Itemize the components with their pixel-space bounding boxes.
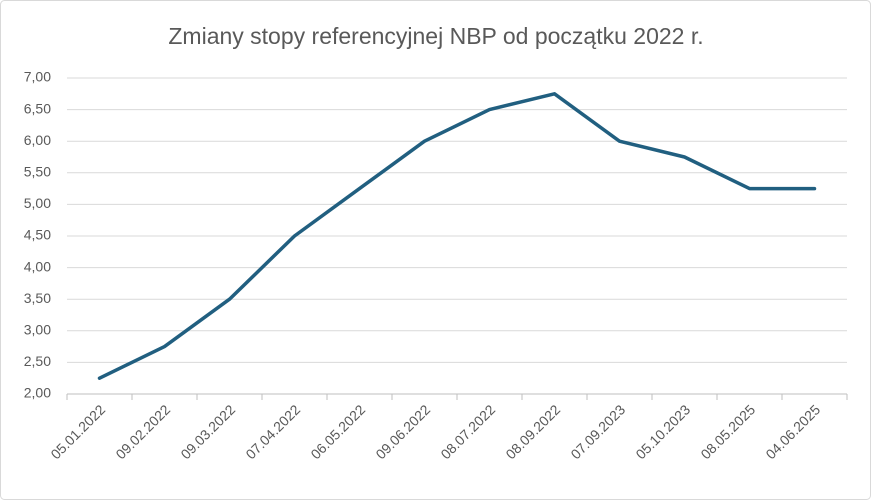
chart-title: Zmiany stopy referencyjnej NBP od począt… [168, 23, 703, 49]
y-tick-label: 2,00 [24, 385, 51, 401]
y-tick-label: 5,50 [24, 164, 51, 180]
y-tick-label: 7,00 [24, 69, 51, 85]
y-tick-label: 6,00 [24, 132, 51, 148]
y-tick-label: 4,50 [24, 227, 51, 243]
y-tick-label: 4,00 [24, 258, 51, 274]
y-tick-label: 3,50 [24, 290, 51, 306]
y-tick-label: 6,50 [24, 100, 51, 116]
line-series [97, 92, 817, 380]
y-tick-label: 3,00 [24, 322, 51, 338]
y-tick-label: 5,00 [24, 195, 51, 211]
y-tick-label: 2,50 [24, 353, 51, 369]
